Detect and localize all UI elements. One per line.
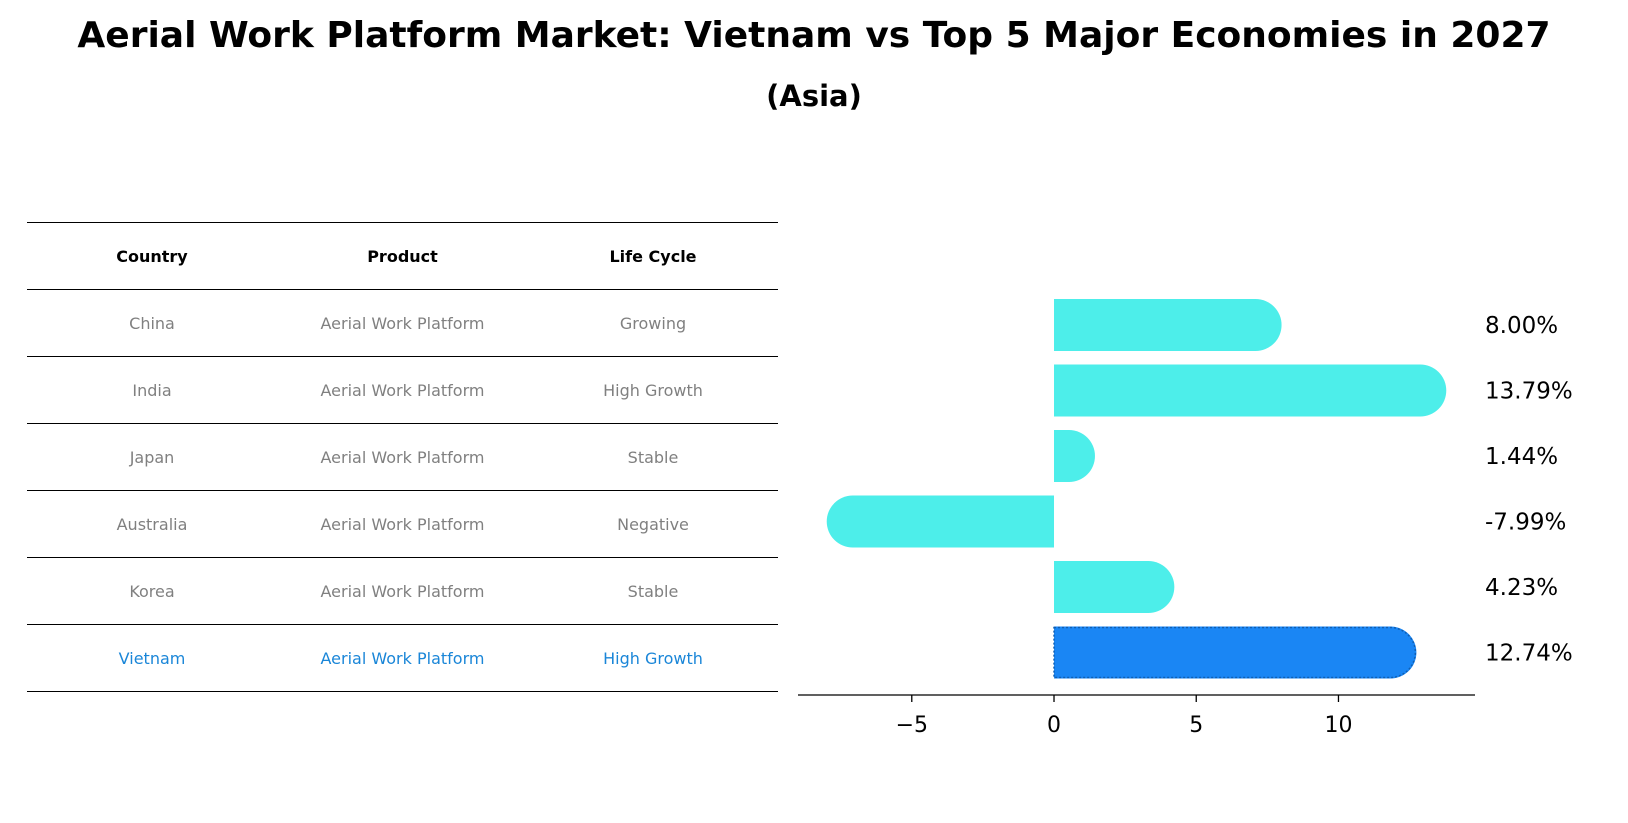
cell-country: Japan (129, 447, 175, 467)
bar-korea (1054, 561, 1175, 613)
chart-title: Aerial Work Platform Market: Vietnam vs … (77, 15, 1551, 56)
bar-china (1054, 299, 1282, 351)
table-row: China Aerial Work Platform Growing (27, 289, 778, 356)
cell-country: Australia (116, 514, 188, 534)
table-row: Korea Aerial Work Platform Stable (27, 557, 778, 624)
cell-product: Aerial Work Platform (320, 380, 485, 400)
data-label: 8.00% (1485, 313, 1558, 339)
cell-product: Aerial Work Platform (320, 514, 485, 534)
cell-life-cycle: Stable (627, 581, 679, 601)
cell-product: Aerial Work Platform (320, 447, 485, 467)
cell-life-cycle: High Growth (603, 380, 703, 400)
bar-japan (1054, 430, 1095, 482)
cell-product: Aerial Work Platform (320, 648, 485, 668)
cell-life-cycle: Negative (617, 514, 689, 534)
table-header-row: Country Product Life Cycle (27, 222, 778, 289)
bar-india (1054, 364, 1447, 417)
table-row: Japan Aerial Work Platform Stable (27, 423, 778, 490)
x-tick-label: 10 (1324, 713, 1352, 738)
header-country: Country (116, 246, 188, 266)
cell-life-cycle: Growing (619, 313, 687, 333)
x-tick-label: 0 (1047, 713, 1061, 738)
table-row: Australia Aerial Work Platform Negative (27, 490, 778, 557)
bar-vietnam (1054, 626, 1417, 679)
cell-country: India (132, 380, 172, 400)
table-row-highlight: Vietnam Aerial Work Platform High Growth (27, 624, 778, 692)
cell-life-cycle: Stable (627, 447, 679, 467)
bar-highlight-outline (1053, 626, 1417, 679)
x-tick-label: 5 (1189, 713, 1203, 738)
data-label: 13.79% (1485, 379, 1573, 405)
header-product: Product (367, 246, 438, 266)
bar-australia (826, 495, 1055, 548)
data-label: 1.44% (1485, 444, 1558, 470)
cell-product: Aerial Work Platform (320, 313, 485, 333)
cell-country: China (129, 313, 175, 333)
cell-life-cycle: High Growth (603, 648, 703, 668)
header-life-cycle: Life Cycle (609, 246, 697, 266)
table-row: India Aerial Work Platform High Growth (27, 356, 778, 423)
data-label: 4.23% (1485, 575, 1558, 601)
data-label: 12.74% (1485, 641, 1573, 667)
cell-country: Vietnam (118, 648, 186, 668)
cell-country: Korea (129, 581, 175, 601)
chart-subtitle: (Asia) (766, 79, 862, 113)
x-tick-label: −5 (896, 713, 928, 738)
cell-product: Aerial Work Platform (320, 581, 485, 601)
data-label: -7.99% (1485, 510, 1566, 536)
country-table: Country Product Life Cycle China Aerial … (27, 222, 778, 692)
